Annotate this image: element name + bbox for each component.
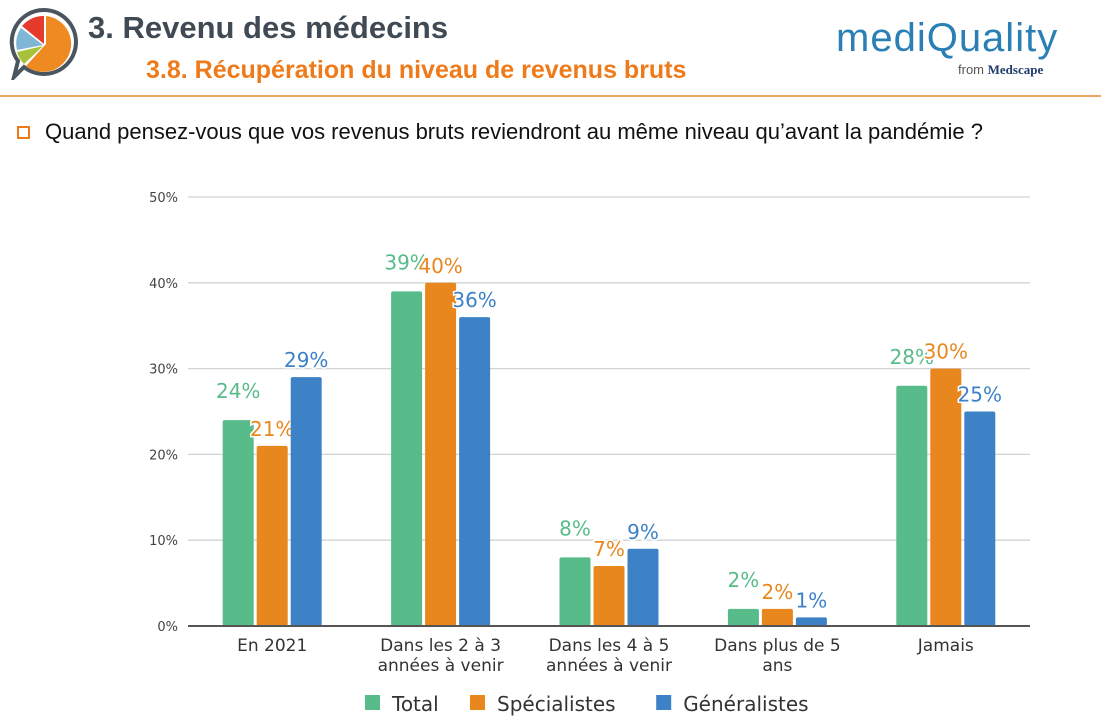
x-tick-label: Jamais bbox=[917, 636, 974, 656]
x-tick-label: Dans plus de 5 bbox=[714, 636, 841, 656]
header-divider bbox=[0, 95, 1101, 97]
bar-généralistes bbox=[627, 548, 659, 626]
x-tick-label: En 2021 bbox=[237, 636, 307, 656]
bar-spécialistes bbox=[593, 565, 625, 626]
y-tick-label: 0% bbox=[157, 620, 178, 635]
x-tick-label: Dans les 4 à 5 bbox=[549, 636, 670, 656]
data-label: 29% bbox=[284, 348, 328, 372]
page-subtitle: 3.8. Récupération du niveau de revenus b… bbox=[146, 56, 687, 84]
bar-total bbox=[559, 557, 591, 626]
bar-généralistes bbox=[964, 411, 996, 626]
logo-from-text: from bbox=[958, 62, 984, 77]
medscape-logo: from Medscape bbox=[958, 62, 1043, 78]
bar-spécialistes bbox=[256, 445, 288, 626]
legend-swatch-spécialistes bbox=[470, 695, 485, 710]
y-tick-label: 20% bbox=[149, 448, 178, 463]
mediquality-logo: mediQuality bbox=[836, 16, 1059, 60]
bar-total bbox=[896, 385, 928, 626]
data-label: 39% bbox=[384, 250, 428, 274]
y-tick-label: 30% bbox=[149, 363, 178, 378]
data-label: 21% bbox=[250, 417, 294, 441]
data-label: 25% bbox=[958, 383, 1002, 407]
data-label: 30% bbox=[924, 340, 968, 364]
data-label: 28% bbox=[890, 345, 934, 369]
data-label: 36% bbox=[452, 288, 496, 312]
bar-généralistes bbox=[459, 317, 491, 626]
x-tick-label: années à venir bbox=[546, 656, 672, 676]
logo-icon bbox=[8, 6, 80, 85]
y-tick-label: 10% bbox=[149, 534, 178, 549]
bar-spécialistes bbox=[425, 282, 457, 626]
y-tick-label: 40% bbox=[149, 277, 178, 292]
legend-label: Spécialistes bbox=[497, 692, 616, 716]
bullet-icon bbox=[17, 126, 30, 139]
x-tick-label: Dans les 2 à 3 bbox=[380, 636, 501, 656]
bar-généralistes bbox=[290, 377, 322, 626]
data-label: 1% bbox=[796, 588, 828, 612]
bar-total bbox=[391, 291, 423, 626]
data-label: 24% bbox=[216, 379, 260, 403]
legend-swatch-total bbox=[365, 695, 380, 710]
page-title: 3. Revenu des médecins bbox=[88, 10, 449, 45]
legend-label: Généralistes bbox=[683, 692, 808, 716]
legend-label: Total bbox=[391, 692, 439, 716]
data-label: 2% bbox=[728, 568, 760, 592]
data-label: 40% bbox=[418, 254, 462, 278]
data-label: 2% bbox=[762, 580, 794, 604]
legend-swatch-généralistes bbox=[656, 695, 672, 710]
data-label: 7% bbox=[593, 537, 625, 561]
logo-brand-text: Medscape bbox=[987, 62, 1044, 77]
bar-généralistes bbox=[795, 617, 827, 626]
bar-spécialistes bbox=[761, 608, 793, 626]
data-label: 9% bbox=[627, 520, 659, 544]
question-text: Quand pensez-vous que vos revenus bruts … bbox=[45, 119, 984, 144]
y-tick-label: 50% bbox=[149, 191, 178, 206]
bar-total bbox=[222, 420, 254, 626]
bar-total bbox=[727, 608, 759, 626]
data-label: 8% bbox=[559, 516, 591, 540]
x-tick-label: années à venir bbox=[378, 656, 504, 676]
x-tick-label: ans bbox=[762, 656, 792, 676]
bar-spécialistes bbox=[930, 368, 962, 626]
